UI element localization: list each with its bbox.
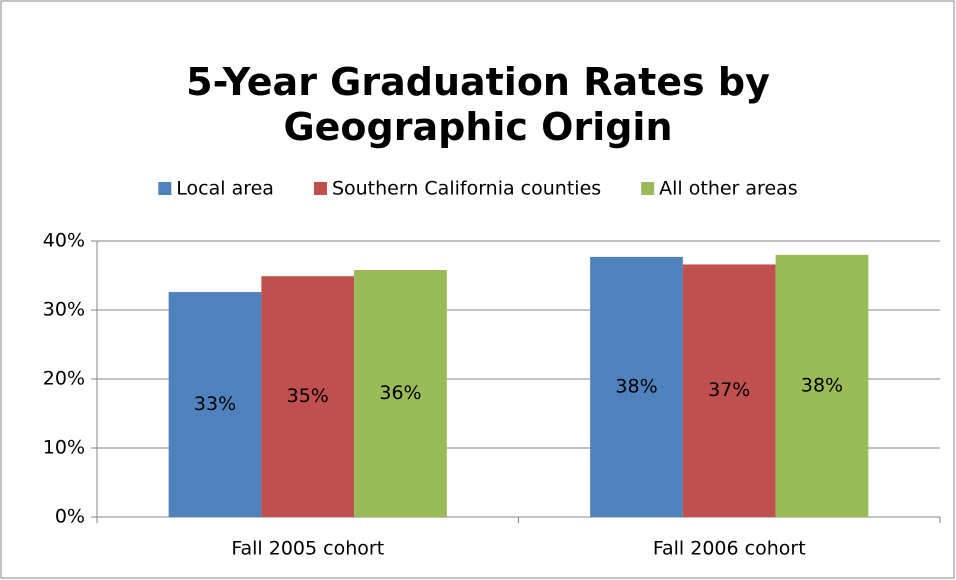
legend-label: Southern California counties <box>332 178 601 200</box>
value-label: 37% <box>708 379 750 401</box>
value-label: 36% <box>379 382 421 404</box>
legend-swatch <box>641 182 655 195</box>
bar <box>590 256 683 517</box>
bar <box>775 254 869 518</box>
chart-title: 5-Year Graduation Rates by Geographic Or… <box>186 60 770 149</box>
value-label: 35% <box>287 385 329 407</box>
y-tick-label: 20% <box>43 368 85 390</box>
x-tick-label: Fall 2005 cohort <box>231 538 384 560</box>
legend-swatch <box>158 182 172 195</box>
value-label: 38% <box>801 374 843 396</box>
bar <box>261 276 355 517</box>
legend-label: Local area <box>176 178 274 200</box>
value-label: 38% <box>615 375 657 397</box>
y-tick-label: 40% <box>43 230 85 252</box>
bar <box>354 269 447 517</box>
x-tick-label: Fall 2006 cohort <box>653 538 806 560</box>
legend-swatch <box>313 182 327 195</box>
y-tick-label: 10% <box>43 437 85 459</box>
value-label: 33% <box>194 393 236 415</box>
y-tick-label: 0% <box>55 506 85 528</box>
bar <box>682 264 776 517</box>
legend-label: All other areas <box>659 178 798 200</box>
y-tick-label: 30% <box>43 299 85 321</box>
bar <box>168 292 262 517</box>
